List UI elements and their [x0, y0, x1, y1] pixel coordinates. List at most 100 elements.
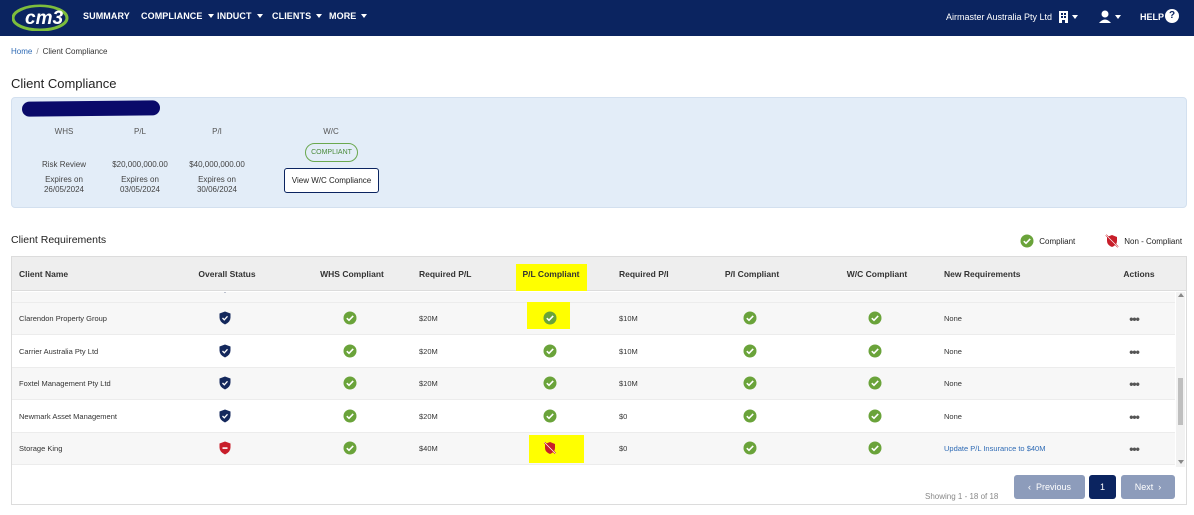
- check-icon: [344, 292, 357, 297]
- chevron-left-icon: ‹: [1027, 482, 1031, 492]
- next-label: Next: [1134, 482, 1154, 492]
- chevron-down-icon: [361, 13, 368, 18]
- user-icon: [1099, 10, 1121, 23]
- shield-alert-icon: [219, 441, 232, 460]
- view-wc-compliance-button[interactable]: View W/C Compliance: [284, 168, 379, 193]
- more-actions-icon[interactable]: •••: [1129, 344, 1140, 359]
- check-icon: [343, 376, 357, 395]
- page-1-button[interactable]: 1: [1089, 475, 1116, 499]
- table-row: Clarendon Property Group $20M $10M None •••: [12, 302, 1175, 335]
- check-icon: [343, 344, 357, 363]
- pl-details: $20,000,000.00 Expires on 03/05/2024: [106, 160, 174, 195]
- required-pi-cell: $0: [619, 411, 628, 421]
- wc-column: W/C: [307, 127, 355, 136]
- nav-more[interactable]: MORE: [329, 11, 368, 21]
- previous-page-button[interactable]: ‹ Previous: [1014, 475, 1085, 499]
- pi-column: P/I: [193, 127, 241, 136]
- check-icon: [343, 409, 357, 428]
- breadcrumb-separator: /: [36, 47, 39, 56]
- col-wc-compliant[interactable]: W/C Compliant: [846, 269, 908, 279]
- col-client-name[interactable]: Client Name: [19, 269, 69, 279]
- col-required-pl[interactable]: Required P/L: [419, 269, 472, 279]
- pi-details: $40,000,000.00 Expires on 30/06/2024: [183, 160, 251, 195]
- highlight-marker: [516, 264, 587, 291]
- pi-expires-date: 30/06/2024: [196, 185, 238, 194]
- help-icon[interactable]: ?: [1165, 9, 1179, 23]
- help-link[interactable]: HELP: [1140, 12, 1165, 22]
- client-name-cell: Foxtel Management Pty Ltd: [19, 379, 111, 389]
- new-requirements-cell: None: [944, 411, 962, 421]
- col-required-pi[interactable]: Required P/I: [619, 269, 669, 279]
- page-title: Client Compliance: [11, 76, 117, 91]
- check-icon: [543, 409, 557, 428]
- breadcrumb-current: Client Compliance: [42, 47, 108, 56]
- client-name-cell: Newmark Asset Management: [19, 411, 117, 421]
- col-new-requirements[interactable]: New Requirements: [944, 269, 1021, 279]
- new-requirements-cell[interactable]: Update P/L Insurance to $40M: [944, 444, 1046, 454]
- col-pl-compliant[interactable]: P/L Compliant: [522, 269, 580, 279]
- nav-compliance[interactable]: COMPLIANCE: [141, 11, 214, 21]
- scrollbar-thumb[interactable]: [1178, 378, 1183, 425]
- new-requirements-cell: None: [944, 346, 962, 356]
- whs-column: WHS: [40, 127, 88, 136]
- whs-expires-date: 26/05/2024: [43, 185, 85, 194]
- shield-check-icon: [219, 409, 232, 428]
- shield-check-icon: [219, 376, 232, 395]
- user-menu[interactable]: [1098, 9, 1124, 30]
- next-page-button[interactable]: Next ›: [1121, 475, 1175, 499]
- check-icon: [869, 292, 882, 297]
- nav-summary[interactable]: SUMMARY: [83, 11, 130, 21]
- col-pi-compliant[interactable]: P/I Compliant: [724, 269, 780, 279]
- table-body: Clarendon Property Group $20M $10M None ••• C…: [12, 292, 1175, 466]
- more-actions-icon[interactable]: •••: [1129, 409, 1140, 424]
- compliant-check-icon: [1020, 234, 1034, 248]
- pl-value: $20,000,000.00: [112, 160, 168, 169]
- check-icon: [868, 376, 882, 395]
- check-icon: [743, 441, 757, 460]
- table-header: Client Name Overall Status WHS Compliant…: [12, 257, 1186, 291]
- required-pl-cell: $20M: [419, 314, 438, 323]
- pi-value: $40,000,000.00: [189, 160, 245, 169]
- previous-label: Previous: [1036, 482, 1072, 492]
- table-scrollbar[interactable]: [1176, 292, 1185, 467]
- shield-check-icon: [219, 311, 232, 330]
- chevron-right-icon: ›: [1158, 482, 1162, 492]
- shield-icon: [219, 292, 232, 298]
- check-icon: [743, 409, 757, 428]
- breadcrumb-home[interactable]: Home: [11, 47, 33, 56]
- building-menu[interactable]: [1057, 9, 1079, 30]
- cm3-logo[interactable]: cm3: [12, 3, 70, 31]
- top-navbar: cm3 SUMMARY COMPLIANCE INDUCT CLIENTS MO…: [0, 0, 1194, 36]
- required-pi-cell: $10M: [619, 379, 638, 389]
- new-requirements-cell: None: [944, 314, 962, 323]
- breadcrumb: Home / Client Compliance: [11, 47, 108, 56]
- pi-expires-label: Expires on: [198, 175, 236, 184]
- check-icon: [543, 344, 557, 363]
- more-actions-icon[interactable]: •••: [1129, 377, 1140, 392]
- check-icon: [743, 376, 757, 395]
- scroll-down-arrow-icon[interactable]: [1178, 460, 1184, 464]
- redacted-client-name: [21, 100, 161, 117]
- scroll-up-arrow-icon[interactable]: [1178, 293, 1184, 297]
- whs-heading: WHS: [54, 127, 74, 136]
- col-whs-compliant[interactable]: WHS Compliant: [320, 269, 384, 279]
- nav-induct[interactable]: INDUCT: [217, 11, 263, 21]
- client-requirements-title: Client Requirements: [11, 234, 107, 246]
- check-icon: [343, 441, 357, 460]
- required-pi-cell: $10M: [619, 346, 638, 356]
- chevron-down-icon: [256, 13, 263, 18]
- more-actions-icon[interactable]: •••: [1129, 312, 1140, 326]
- check-icon: [743, 311, 757, 330]
- more-actions-icon[interactable]: •••: [1129, 442, 1140, 457]
- nav-clients[interactable]: CLIENTS: [272, 11, 323, 21]
- compliance-summary-card: [11, 97, 1187, 208]
- logo-text: cm3: [25, 8, 63, 29]
- col-overall-status[interactable]: Overall Status: [198, 269, 256, 279]
- showing-count: Showing 1 - 18 of 18: [925, 492, 999, 501]
- check-icon: [744, 292, 757, 297]
- noncompliant-icon: [543, 441, 557, 460]
- requirements-table: Client Name Overall Status WHS Compliant…: [11, 256, 1187, 505]
- required-pi-cell: $10M: [619, 314, 638, 323]
- nav-more-label: MORE: [329, 11, 357, 21]
- new-requirements-cell: None: [944, 379, 962, 389]
